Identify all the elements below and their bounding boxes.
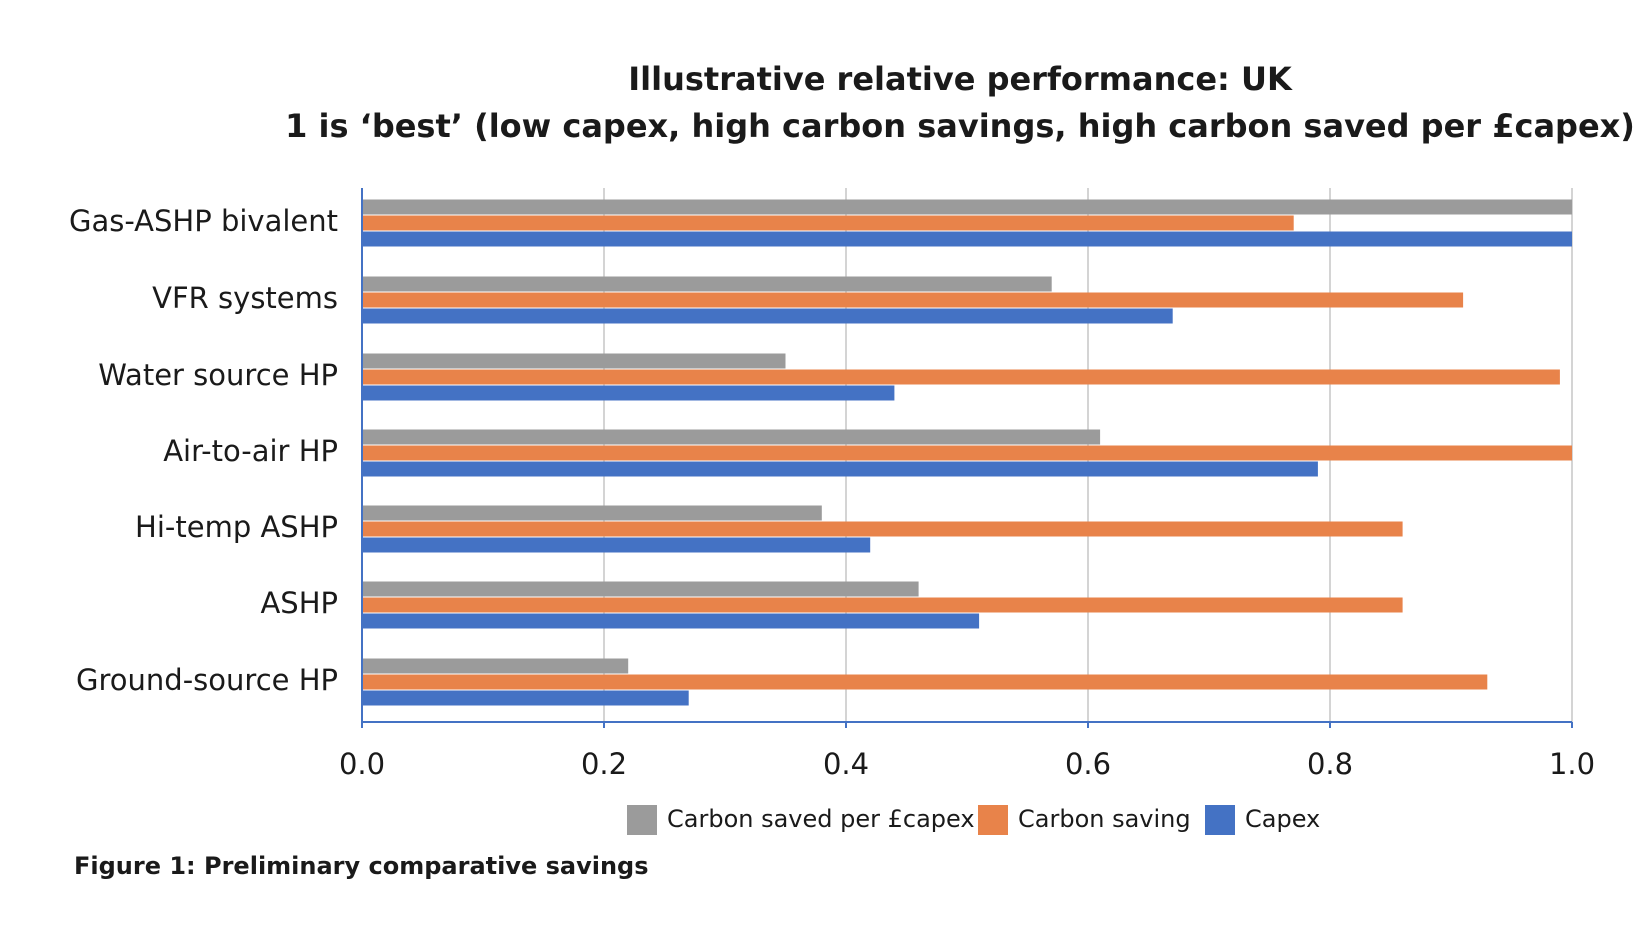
bar-carbon-saving-0 <box>362 215 1294 231</box>
x-tick-label: 0.2 <box>581 747 627 781</box>
bar-carbon-saved-per-capex-2 <box>362 353 786 369</box>
bar-capex-0 <box>362 231 1572 247</box>
bar-carbon-saving-4 <box>362 521 1403 537</box>
bar-capex-5 <box>362 613 980 629</box>
category-label: Gas-ASHP bivalent <box>69 204 338 238</box>
bar-capex-2 <box>362 385 895 401</box>
bar-capex-4 <box>362 537 871 553</box>
chart-title-line-2: 1 is ‘best’ (low capex, high carbon savi… <box>285 107 1635 145</box>
bars <box>362 199 1572 706</box>
category-label: VFR systems <box>152 281 338 315</box>
x-tick-label: 0.6 <box>1065 747 1111 781</box>
x-axis: 0.0 0.2 0.4 0.6 0.8 1.0 <box>339 188 1595 781</box>
category-label: Hi-temp ASHP <box>135 510 338 544</box>
bar-capex-6 <box>362 690 689 706</box>
legend-label: Carbon saved per £capex <box>667 805 975 833</box>
bar-carbon-saved-per-capex-4 <box>362 505 822 521</box>
legend-label: Capex <box>1245 805 1320 833</box>
x-tick-label: 0.0 <box>339 747 385 781</box>
category-label: Air-to-air HP <box>163 434 338 468</box>
bar-carbon-saving-5 <box>362 597 1403 613</box>
legend-label: Carbon saving <box>1018 805 1191 833</box>
category-label: ASHP <box>260 586 338 620</box>
legend-swatch <box>1205 805 1235 835</box>
legend-swatch <box>627 805 657 835</box>
bar-carbon-saving-6 <box>362 674 1488 690</box>
bar-carbon-saving-3 <box>362 445 1572 461</box>
bar-carbon-saved-per-capex-3 <box>362 429 1101 445</box>
legend: Carbon saved per £capex Carbon saving Cape… <box>627 805 1320 835</box>
x-tick-label: 0.4 <box>823 747 869 781</box>
x-tick-label: 1.0 <box>1549 747 1595 781</box>
legend-swatch <box>978 805 1008 835</box>
bar-carbon-saved-per-capex-6 <box>362 658 629 674</box>
bar-capex-3 <box>362 461 1318 477</box>
category-label: Water source HP <box>98 358 338 392</box>
chart-title-line-1: Illustrative relative performance: UK <box>628 60 1293 98</box>
x-tick-label: 0.8 <box>1307 747 1353 781</box>
category-labels: Gas-ASHP bivalent VFR systems Water source… <box>69 204 338 697</box>
bar-capex-1 <box>362 308 1173 324</box>
bar-carbon-saving-1 <box>362 292 1464 308</box>
category-label: Ground-source HP <box>76 663 338 697</box>
bar-carbon-saved-per-capex-1 <box>362 276 1052 292</box>
chart-title: Illustrative relative performance: UK 1 i… <box>285 60 1635 145</box>
bar-carbon-saved-per-capex-5 <box>362 581 919 597</box>
figure-caption: Figure 1: Preliminary comparative saving… <box>74 852 649 880</box>
bar-carbon-saved-per-capex-0 <box>362 199 1572 215</box>
bar-carbon-saving-2 <box>362 369 1560 385</box>
